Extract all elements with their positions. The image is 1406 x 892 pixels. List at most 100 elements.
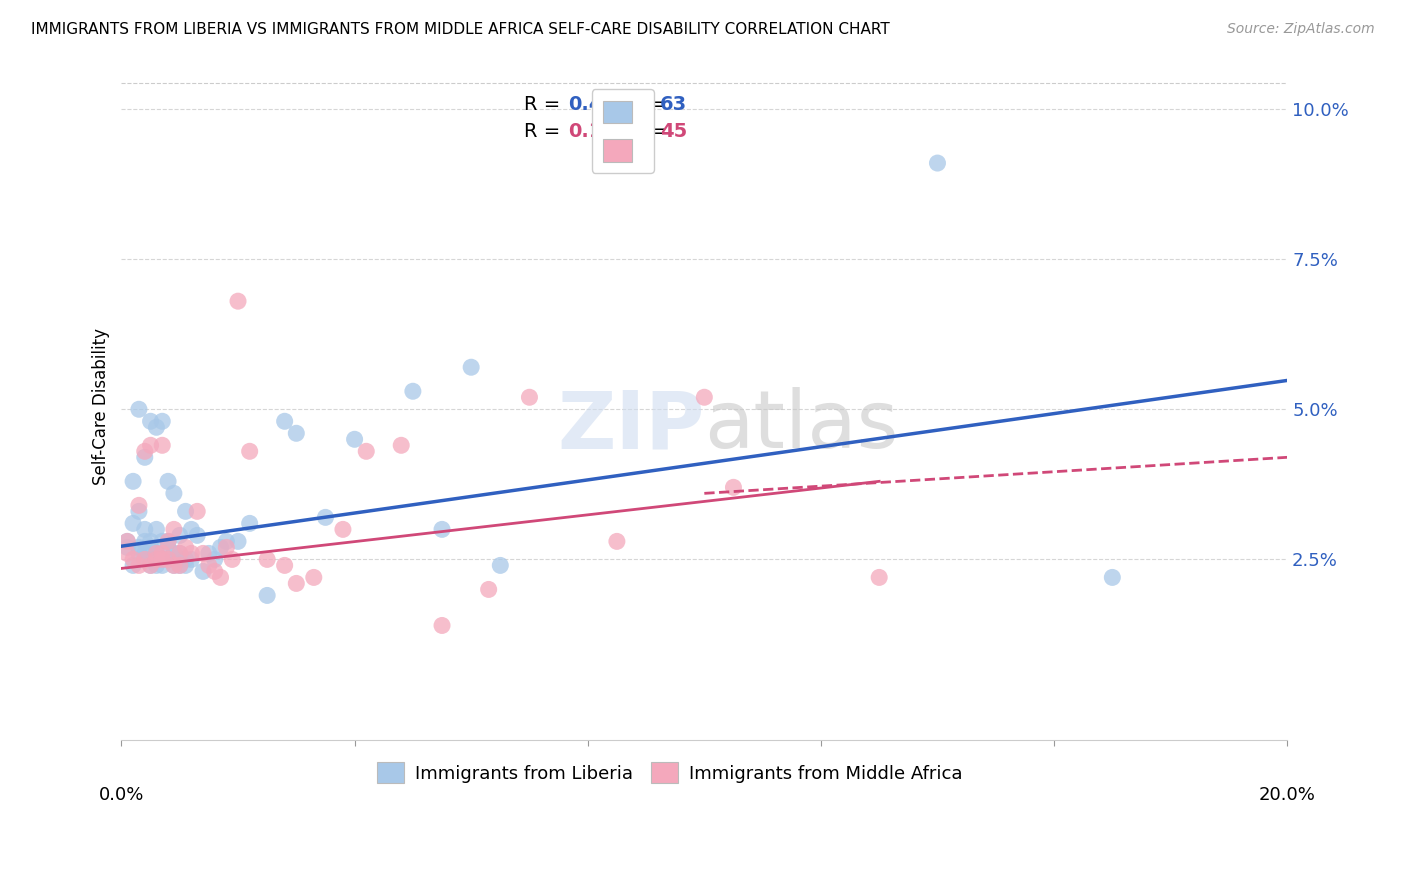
Point: [519, 390, 541, 404]
Point: [128, 402, 150, 417]
Point: [174, 552, 197, 566]
Point: [478, 582, 501, 597]
Text: N =: N =: [628, 95, 672, 114]
Point: [174, 541, 197, 555]
Point: [122, 552, 145, 566]
Point: [302, 570, 325, 584]
Point: [145, 546, 167, 560]
Point: [209, 570, 232, 584]
Text: 63: 63: [659, 95, 688, 114]
Point: [157, 541, 180, 555]
Point: [186, 528, 208, 542]
Point: [198, 558, 221, 573]
Text: 20.0%: 20.0%: [1258, 786, 1316, 805]
Point: [145, 552, 167, 566]
Point: [186, 504, 208, 518]
Point: [139, 438, 162, 452]
Point: [285, 426, 308, 441]
Point: [145, 552, 167, 566]
Point: [174, 558, 197, 573]
Point: [354, 444, 377, 458]
Legend: Immigrants from Liberia, Immigrants from Middle Africa: Immigrants from Liberia, Immigrants from…: [370, 756, 969, 790]
Point: [239, 516, 262, 531]
Point: [169, 528, 191, 542]
Point: [169, 552, 191, 566]
Point: [606, 534, 628, 549]
Point: [122, 516, 145, 531]
Point: [117, 546, 139, 560]
Point: [163, 522, 186, 536]
Point: [157, 534, 180, 549]
Text: R =: R =: [523, 122, 572, 141]
Point: [134, 450, 156, 465]
Text: R =: R =: [523, 95, 567, 114]
Point: [145, 420, 167, 434]
Point: [163, 558, 186, 573]
Point: [163, 558, 186, 573]
Point: [128, 504, 150, 518]
Point: [489, 558, 512, 573]
Point: [204, 565, 226, 579]
Text: 45: 45: [659, 122, 688, 141]
Point: [693, 390, 716, 404]
Point: [145, 546, 167, 560]
Point: [180, 546, 202, 560]
Point: [198, 546, 221, 560]
Point: [139, 558, 162, 573]
Point: [868, 570, 890, 584]
Point: [460, 360, 482, 375]
Point: [430, 618, 453, 632]
Point: [134, 534, 156, 549]
Point: [139, 558, 162, 573]
Point: [215, 534, 238, 549]
Point: [169, 546, 191, 560]
Point: [226, 534, 249, 549]
Point: [174, 504, 197, 518]
Point: [117, 541, 139, 555]
Point: [163, 546, 186, 560]
Point: [163, 486, 186, 500]
Point: [150, 438, 173, 452]
Point: [389, 438, 412, 452]
Text: 0.0%: 0.0%: [98, 786, 145, 805]
Point: [723, 480, 745, 494]
Point: [157, 534, 180, 549]
Point: [128, 499, 150, 513]
Point: [239, 444, 262, 458]
Point: [134, 522, 156, 536]
Point: [169, 558, 191, 573]
Point: [150, 552, 173, 566]
Point: [150, 552, 173, 566]
Text: 0.405: 0.405: [568, 95, 630, 114]
Text: IMMIGRANTS FROM LIBERIA VS IMMIGRANTS FROM MIDDLE AFRICA SELF-CARE DISABILITY CO: IMMIGRANTS FROM LIBERIA VS IMMIGRANTS FR…: [31, 22, 890, 37]
Point: [402, 384, 425, 399]
Point: [430, 522, 453, 536]
Point: [332, 522, 354, 536]
Point: [157, 475, 180, 489]
Point: [122, 558, 145, 573]
Point: [191, 565, 214, 579]
Text: 0.174: 0.174: [568, 122, 630, 141]
Point: [157, 552, 180, 566]
Point: [139, 541, 162, 555]
Point: [256, 589, 278, 603]
Point: [117, 534, 139, 549]
Point: [139, 534, 162, 549]
Point: [204, 552, 226, 566]
Point: [191, 546, 214, 560]
Point: [927, 156, 949, 170]
Text: atlas: atlas: [704, 387, 898, 466]
Text: N =: N =: [628, 122, 672, 141]
Point: [122, 475, 145, 489]
Point: [209, 541, 232, 555]
Point: [128, 558, 150, 573]
Point: [273, 414, 295, 428]
Point: [150, 558, 173, 573]
Point: [150, 546, 173, 560]
Text: ZIP: ZIP: [557, 387, 704, 466]
Point: [226, 294, 249, 309]
Point: [180, 552, 202, 566]
Point: [157, 552, 180, 566]
Point: [134, 444, 156, 458]
Point: [221, 552, 243, 566]
